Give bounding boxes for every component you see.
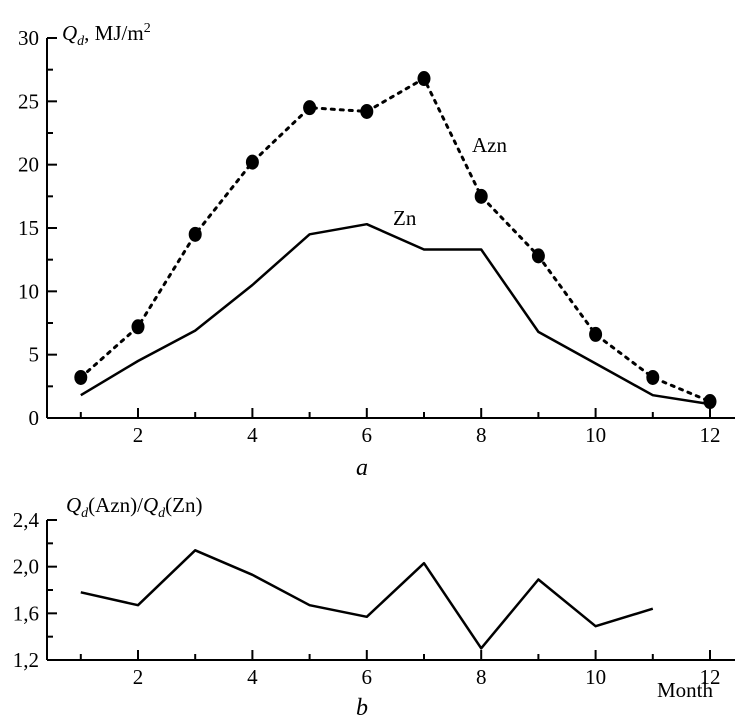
panel-a-y-tick-label: 5 [29,343,40,367]
panel-a-y-tick-label: 10 [18,279,39,303]
panel-a-y-axis-label: Qd, MJ/m2 [62,21,151,49]
panel-a-y-tick-label: 25 [18,89,39,113]
series-label-azn: Azn [472,133,507,157]
panel-a-x-tick-label: 6 [362,423,373,447]
series-label-zn: Zn [393,206,417,230]
panel-b-y-tick-label: 1,2 [13,648,39,672]
panel-a-series-azn-point [474,188,488,204]
panel-b-y-tick-label: 1,6 [13,601,39,625]
panel-a-series-azn-point [417,71,431,87]
panel-a-series-azn-point [131,319,145,335]
panel-a-label: a [356,455,368,481]
panel-b-series-ratio-line [80,549,654,650]
panel-a-series-azn-line [79,76,712,403]
panel-a-series-azn-point [646,369,660,385]
panel-a-ticks: 2 4 6 8 10 12 0 5 10 15 20 25 30 [18,26,721,447]
panel-b-series [80,549,654,650]
panel-a-series-zn-line [80,222,711,406]
panel-a-x-tick-label: 4 [247,423,258,447]
panel-a-series-azn-point [531,248,545,264]
panel-a-y-tick-label: 20 [18,153,39,177]
panel-b-x-tick-label: 4 [247,665,258,689]
panel-a-series-azn-point [703,394,717,410]
panel-a-axes [46,38,735,419]
panel-a-x-tick-label: 10 [585,423,606,447]
panel-a-series-azn-point [303,100,317,116]
panel-a-series-azn-point [188,226,202,242]
panel-a-series-azn-point [74,369,88,385]
panel-b-y-tick-label: 2,4 [13,508,40,532]
panel-a-y-tick-label: 30 [18,26,39,50]
panel-a-series-azn-point [245,154,259,170]
panel-a-x-tick-label: 12 [700,423,721,447]
panel-b-x-tick-label: 6 [362,665,373,689]
panel-a-y-tick-label: 15 [18,216,39,240]
panel-a-x-tick-label: 2 [133,423,144,447]
panel-b-axes [46,520,735,661]
panel-b-x-tick-label: 10 [585,665,606,689]
panel-a-series [74,71,717,410]
panel-a-chart: 2 4 6 8 10 12 0 5 10 15 20 25 30 Qd, MJ/m2 Azn Zn a [18,21,735,481]
panel-a-series-azn-point [589,326,603,342]
panel-b-y-axis-label: Qd(Azn)/Qd(Zn) [66,493,202,521]
panel-a-series-azn-point [360,103,374,119]
panel-b-x-tick-label: 12 [700,665,721,689]
panel-b-x-tick-label: 2 [133,665,144,689]
panel-b-chart: 2 4 6 8 10 12 1,2 1,6 2,0 2,4 Qd(Azn)/Qd(Zn) Mont… [13,493,735,719]
panel-a-y-tick-label: 0 [29,406,40,430]
panel-a-x-tick-label: 8 [476,423,487,447]
panel-b-x-axis-label: Month [657,678,714,702]
panel-b-label: b [356,695,368,719]
panel-b-ticks: 2 4 6 8 10 12 1,2 1,6 2,0 2,4 [13,508,721,689]
panel-b-x-tick-label: 8 [476,665,487,689]
panel-b-y-tick-label: 2,0 [13,555,39,579]
